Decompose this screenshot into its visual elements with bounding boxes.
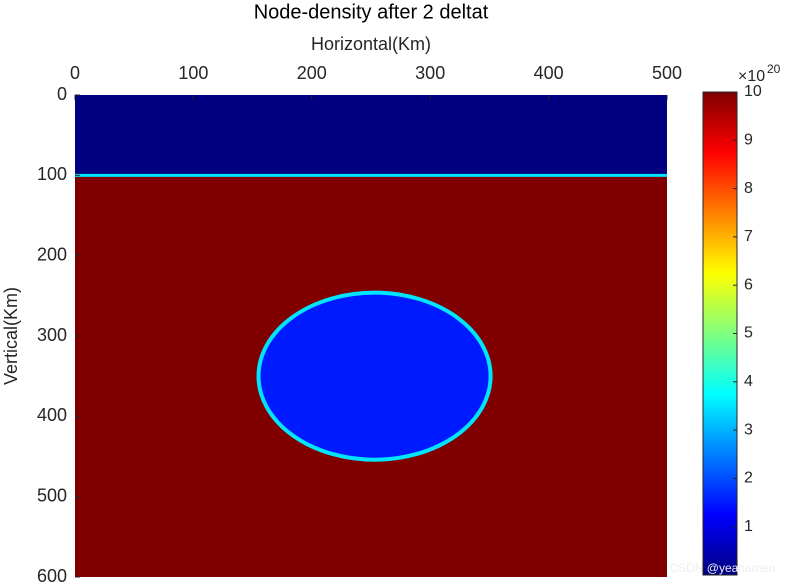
- y-tick-label: 100: [37, 164, 67, 184]
- density-layer: [75, 95, 667, 176]
- y-tick-label: 500: [37, 485, 67, 505]
- y-tick-label: 600: [37, 566, 67, 586]
- colorbar-exponent: 20: [767, 62, 781, 76]
- x-tick-label: 400: [534, 63, 564, 83]
- x-tick-label: 100: [178, 63, 208, 83]
- x-tick-label: 500: [652, 63, 682, 83]
- x-axis-label: Horizontal(Km): [311, 34, 431, 54]
- colorbar-tick-label: 10: [744, 83, 762, 100]
- colorbar-tick-label: 2: [744, 470, 753, 487]
- y-tick-label: 200: [37, 244, 67, 264]
- x-tick-label: 300: [415, 63, 445, 83]
- colorbar-tick-label: 3: [744, 421, 753, 438]
- colorbar-tick-label: 7: [744, 228, 753, 245]
- y-tick-label: 0: [57, 84, 67, 104]
- colorbar-tick-label: 4: [744, 373, 753, 390]
- colorbar-tick-label: 6: [744, 276, 753, 293]
- plot-area: [75, 95, 667, 577]
- colorbar-tick-label: 8: [744, 180, 753, 197]
- x-tick-label: 200: [297, 63, 327, 83]
- bubble: [256, 290, 493, 462]
- y-tick-label: 300: [37, 325, 67, 345]
- chart-title: Node-density after 2 deltat: [254, 1, 489, 23]
- colorbar-tick-label: 1: [744, 518, 753, 535]
- y-tick-label: 400: [37, 405, 67, 425]
- y-axis-label: Vertical(Km): [1, 287, 21, 385]
- watermark: CSDN @yeahamen: [669, 561, 775, 575]
- colorbar: [702, 91, 738, 576]
- colorbar-tick-label: 5: [744, 325, 753, 342]
- colorbar-multiplier: ×10: [738, 68, 765, 85]
- colorbar-tick-label: 9: [744, 132, 753, 149]
- x-tick-label: 0: [70, 63, 80, 83]
